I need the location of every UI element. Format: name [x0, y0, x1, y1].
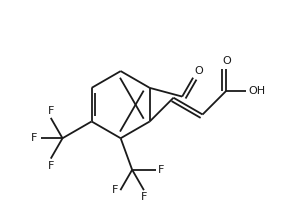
Text: F: F [48, 161, 54, 171]
Text: F: F [48, 106, 54, 116]
Text: F: F [141, 192, 147, 202]
Text: F: F [158, 165, 164, 175]
Text: O: O [222, 56, 231, 66]
Text: F: F [112, 185, 118, 195]
Text: F: F [31, 133, 37, 143]
Text: O: O [194, 66, 203, 76]
Text: OH: OH [248, 86, 265, 96]
